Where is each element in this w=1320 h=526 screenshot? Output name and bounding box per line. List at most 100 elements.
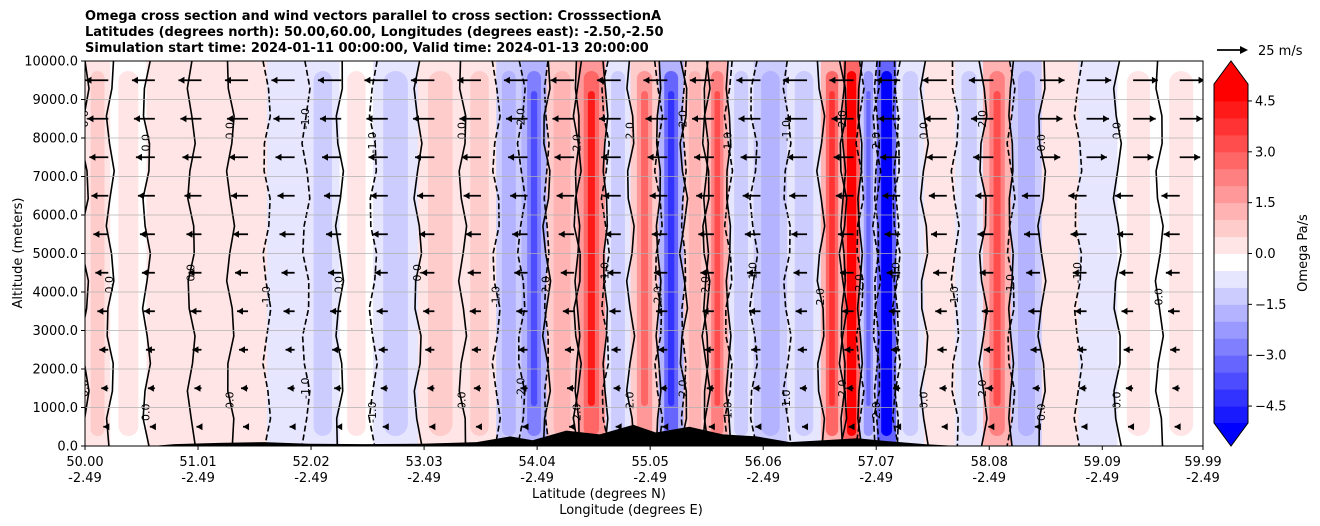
wind-vector-head xyxy=(1119,269,1126,277)
wind-vector-head xyxy=(1026,269,1033,277)
axes: 0.0 1000.0 2000.0 3000.0 4000.0 5000.0 6000.0 7… xyxy=(11,55,1222,519)
wind-vector-head xyxy=(882,192,889,200)
contour-label: -1.0 xyxy=(721,132,734,153)
y-tick-label: 1000.0 xyxy=(33,401,79,416)
contour-label: -1.0 xyxy=(299,108,312,129)
contour-label: 2.0 xyxy=(540,276,553,294)
wind-vector-head xyxy=(878,115,885,123)
wind-vector-head xyxy=(689,76,696,84)
wind-vector-head xyxy=(89,153,96,161)
x-tick-label-lon: -2.49 xyxy=(294,471,328,486)
contour-label: -2.0 xyxy=(870,132,883,153)
wind-vector-head xyxy=(609,307,616,315)
wind-vector-head xyxy=(319,115,326,123)
wind-vector-head xyxy=(884,230,891,238)
x-tick-label-lon: -2.49 xyxy=(633,471,667,486)
wind-vector-head xyxy=(423,307,430,315)
wind-vector-head xyxy=(366,115,373,123)
contour-label: 0.0 xyxy=(1110,392,1123,410)
contour-label: 0.0 xyxy=(333,276,346,294)
wind-vector-head xyxy=(376,307,383,315)
wind-vector-head xyxy=(364,76,371,84)
contour-label: 2.0 xyxy=(699,276,712,294)
wind-vector-head xyxy=(941,423,948,431)
wind-vector-head xyxy=(241,384,248,392)
y-tick-label: 10000.0 xyxy=(24,55,78,70)
wind-vector-head xyxy=(336,423,343,431)
wind-vector-head xyxy=(753,384,760,392)
wind-vector-head xyxy=(848,423,855,431)
wind-vector-head xyxy=(471,346,478,354)
y-tick-label: 8000.0 xyxy=(33,132,79,147)
wind-vector-head xyxy=(285,346,292,354)
colorbar-extend-bottom xyxy=(1214,423,1248,446)
omega-column-peak xyxy=(587,91,595,406)
wind-vector-head xyxy=(332,346,339,354)
wind-vector-head xyxy=(139,230,146,238)
wind-vector-head xyxy=(95,269,102,277)
wind-vector-head xyxy=(321,153,328,161)
wind-vector-head xyxy=(698,230,705,238)
contour-label: -1.0 xyxy=(721,402,734,423)
colorbar-band xyxy=(1214,202,1248,221)
wind-vector-head xyxy=(1070,230,1077,238)
wind-vector-head xyxy=(415,153,422,161)
contour-label: -2.0 xyxy=(870,402,883,423)
wind-vector-head xyxy=(382,423,389,431)
wind-vector-head xyxy=(99,346,106,354)
wind-vector-head xyxy=(977,230,984,238)
wind-vector-head xyxy=(837,230,844,238)
wind-vector-head xyxy=(799,384,806,392)
wind-vector-head xyxy=(892,384,899,392)
x-tick-label-lat: 58.08 xyxy=(971,455,1008,470)
contour-label: -2.0 xyxy=(652,286,665,307)
contour-label: 2.0 xyxy=(624,122,637,140)
x-tick-label-lon: -2.49 xyxy=(181,471,215,486)
wind-vector-head xyxy=(846,384,853,392)
wind-vector-head xyxy=(412,115,419,123)
colorbar-tick-label: 3.0 xyxy=(1255,145,1276,160)
wind-vector-head xyxy=(740,153,747,161)
wind-vector-head xyxy=(935,307,942,315)
wind-vector-head xyxy=(833,153,840,161)
contour-line xyxy=(85,61,90,422)
wind-vector-head xyxy=(287,384,294,392)
wind-vector-head xyxy=(556,192,563,200)
wind-vector-head xyxy=(696,192,703,200)
omega-column-peak xyxy=(829,91,835,406)
colorbar-band xyxy=(1214,134,1248,153)
wind-vector-head xyxy=(508,153,515,161)
contour-label: 0.0 xyxy=(223,392,236,410)
contour-label: 0.0 xyxy=(456,122,469,140)
contour-label: -1.0 xyxy=(780,390,793,411)
wind-vector-head xyxy=(986,384,993,392)
contour-label: 2.0 xyxy=(570,404,583,422)
wind-vector-head xyxy=(567,384,574,392)
colorbar-band xyxy=(1214,185,1248,204)
wind-vector-head xyxy=(1032,384,1039,392)
wind-vector-head xyxy=(465,230,472,238)
wind-vector-head xyxy=(649,192,656,200)
colorbar-band xyxy=(1214,389,1248,407)
wind-vector-head xyxy=(1056,115,1063,123)
wind-vector-head xyxy=(691,115,698,123)
wind-vector-head xyxy=(427,384,434,392)
colorbar-tick-label: −1.5 xyxy=(1255,298,1287,313)
wind-vector-head xyxy=(645,115,652,123)
wind-vector-head xyxy=(605,230,612,238)
wind-vector-head xyxy=(1125,384,1132,392)
wind-vector-head xyxy=(326,230,333,238)
contour-label: 0.0 xyxy=(103,276,116,294)
wind-vector-head xyxy=(1068,192,1075,200)
y-tick-label: 5000.0 xyxy=(33,247,79,262)
y-tick-label: 2000.0 xyxy=(33,363,79,378)
wind-vector-head xyxy=(192,346,199,354)
wind-vector-head xyxy=(1100,153,1107,161)
wind-vector-head xyxy=(279,230,286,238)
wind-vector-head xyxy=(503,76,510,84)
colorbar-band xyxy=(1214,406,1248,424)
wind-vector-head xyxy=(842,307,849,315)
x-axis-label-lat: Latitude (degrees N) xyxy=(532,487,666,502)
wind-vector-head xyxy=(145,346,152,354)
